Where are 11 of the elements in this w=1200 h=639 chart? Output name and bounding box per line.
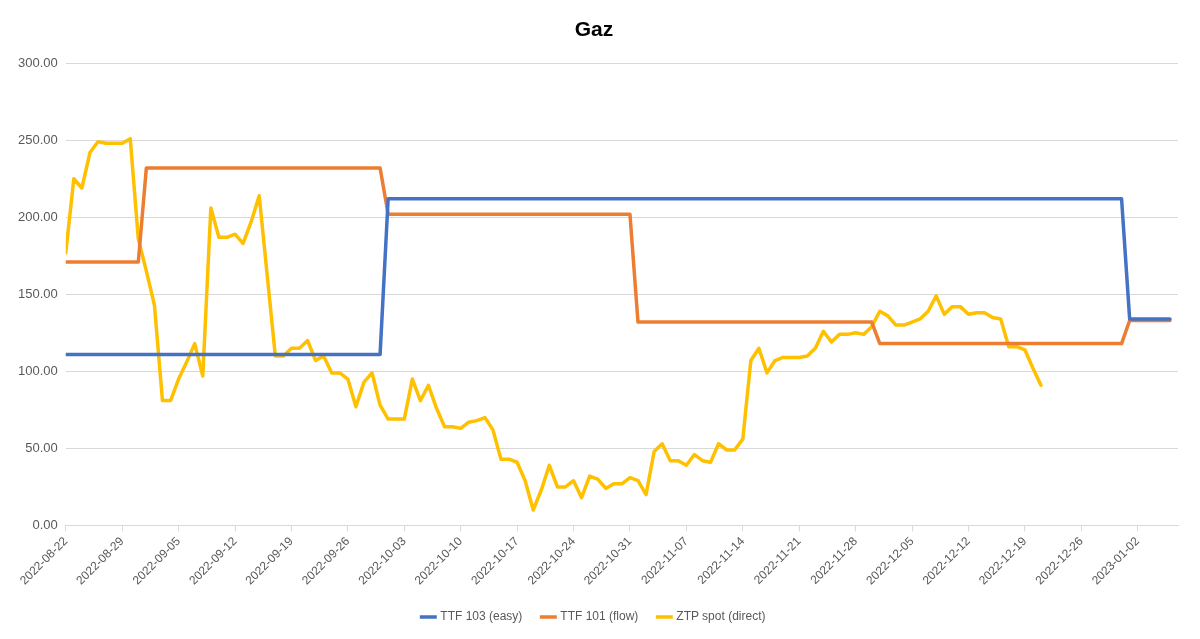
y-tick-label: 300.00 bbox=[18, 54, 58, 70]
y-tick-label: 0.00 bbox=[32, 516, 58, 532]
y-tick-label: 100.00 bbox=[18, 362, 58, 378]
y-tick-label: 150.00 bbox=[18, 285, 58, 301]
y-tick-label: 200.00 bbox=[18, 208, 58, 224]
y-tick-label: 250.00 bbox=[18, 131, 58, 147]
y-tick-label: 50.00 bbox=[25, 439, 58, 455]
legend-label: TTF 101 (flow) bbox=[560, 609, 639, 624]
legend-label: TTF 103 (easy) bbox=[440, 609, 523, 624]
chart-title: Gaz bbox=[574, 17, 614, 41]
legend-label: ZTP spot (direct) bbox=[676, 609, 766, 624]
